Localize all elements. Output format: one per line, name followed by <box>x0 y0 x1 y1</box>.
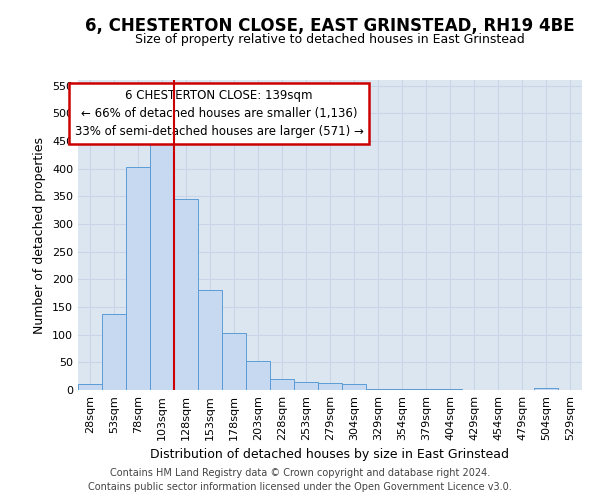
Bar <box>438 389 462 390</box>
Text: Size of property relative to detached houses in East Grinstead: Size of property relative to detached ho… <box>135 32 525 46</box>
Text: 6 CHESTERTON CLOSE: 139sqm
← 66% of detached houses are smaller (1,136)
33% of s: 6 CHESTERTON CLOSE: 139sqm ← 66% of deta… <box>74 90 364 138</box>
Bar <box>78 384 102 390</box>
Bar <box>414 389 438 390</box>
Bar <box>318 384 342 390</box>
Bar <box>126 167 150 390</box>
X-axis label: Distribution of detached houses by size in East Grinstead: Distribution of detached houses by size … <box>151 448 509 462</box>
Bar <box>270 379 294 390</box>
Bar <box>198 290 222 390</box>
Bar <box>102 314 126 390</box>
Text: Contains public sector information licensed under the Open Government Licence v3: Contains public sector information licen… <box>88 482 512 492</box>
Bar <box>222 333 246 390</box>
Bar <box>294 382 318 390</box>
Bar <box>150 142 174 390</box>
Bar <box>366 389 390 390</box>
Bar <box>174 199 198 390</box>
Text: Contains HM Land Registry data © Crown copyright and database right 2024.: Contains HM Land Registry data © Crown c… <box>110 468 490 477</box>
Y-axis label: Number of detached properties: Number of detached properties <box>34 136 46 334</box>
Bar <box>534 388 558 390</box>
Bar <box>342 384 366 390</box>
Text: 6, CHESTERTON CLOSE, EAST GRINSTEAD, RH19 4BE: 6, CHESTERTON CLOSE, EAST GRINSTEAD, RH1… <box>85 18 575 36</box>
Bar <box>246 361 270 390</box>
Bar <box>390 389 414 390</box>
